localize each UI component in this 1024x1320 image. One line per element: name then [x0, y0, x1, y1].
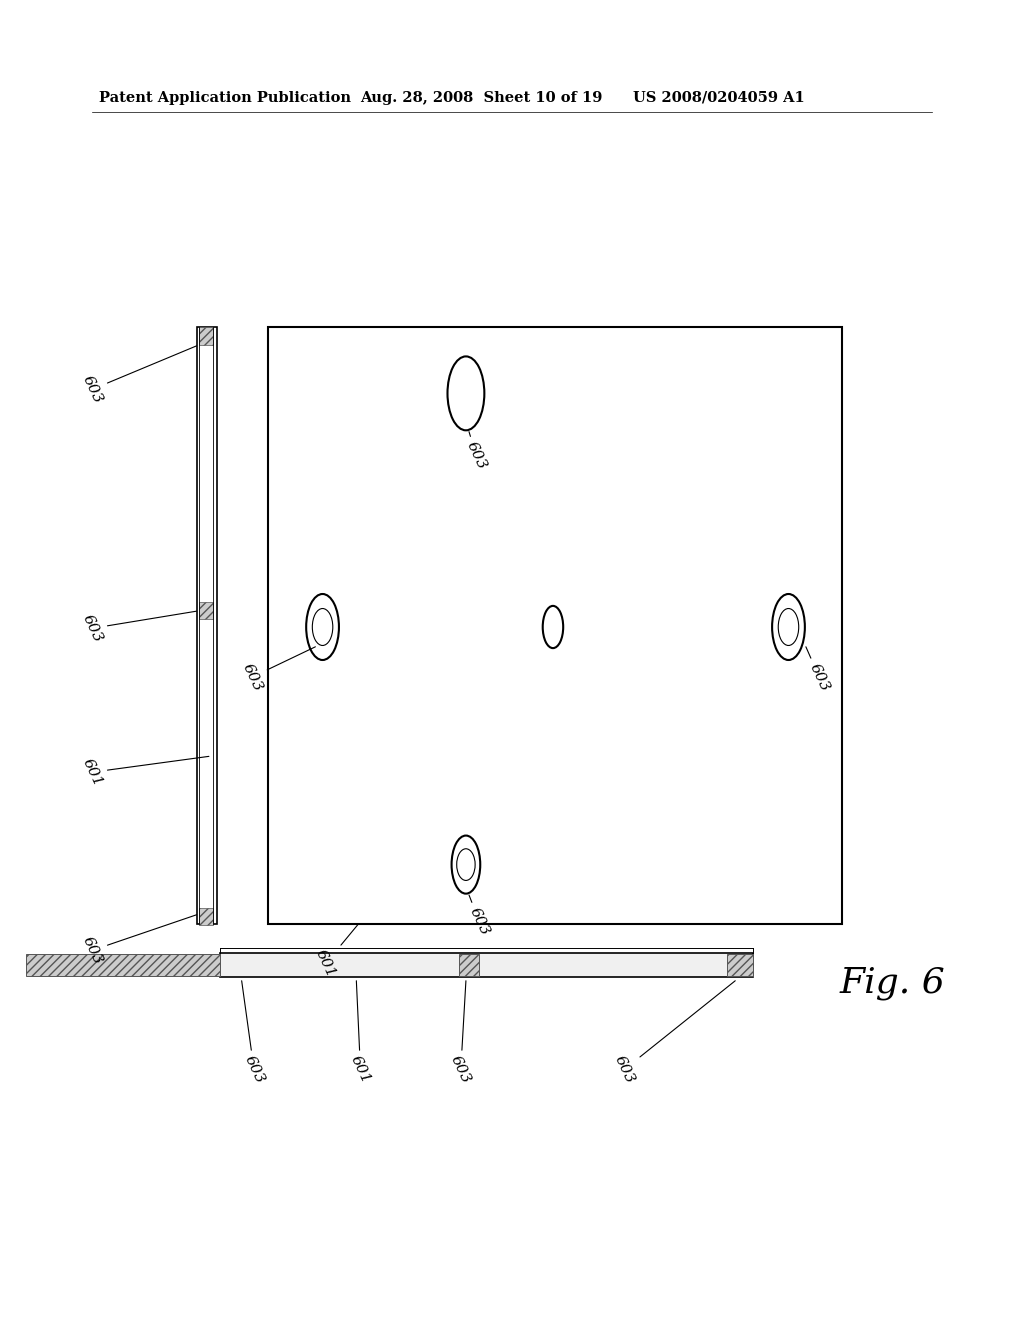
- Bar: [199, 327, 213, 345]
- Ellipse shape: [452, 836, 480, 894]
- Bar: [220, 953, 753, 977]
- Text: 603: 603: [80, 611, 197, 644]
- Text: 603: 603: [467, 895, 492, 937]
- Text: Aug. 28, 2008  Sheet 10 of 19: Aug. 28, 2008 Sheet 10 of 19: [360, 91, 603, 104]
- Text: 601: 601: [348, 981, 373, 1085]
- Bar: [268, 327, 842, 924]
- Ellipse shape: [778, 609, 799, 645]
- Text: Patent Application Publication: Patent Application Publication: [99, 91, 351, 104]
- Ellipse shape: [447, 356, 484, 430]
- Text: 601: 601: [80, 756, 209, 788]
- Ellipse shape: [457, 849, 475, 880]
- Ellipse shape: [306, 594, 339, 660]
- Ellipse shape: [312, 609, 333, 645]
- Bar: [459, 954, 479, 975]
- Bar: [197, 327, 217, 924]
- Text: US 2008/0204059 A1: US 2008/0204059 A1: [633, 91, 805, 104]
- Bar: [199, 602, 213, 619]
- Text: 603: 603: [612, 981, 735, 1085]
- Text: 603: 603: [464, 432, 488, 471]
- Ellipse shape: [543, 606, 563, 648]
- Bar: [199, 908, 213, 925]
- Text: 603: 603: [806, 647, 831, 693]
- Text: 603: 603: [80, 346, 197, 405]
- Text: 603: 603: [242, 981, 266, 1085]
- Bar: [26, 954, 220, 975]
- Bar: [727, 954, 753, 975]
- Text: 603: 603: [449, 981, 473, 1085]
- Text: 603: 603: [240, 647, 315, 693]
- Ellipse shape: [772, 594, 805, 660]
- Text: 601: 601: [313, 924, 358, 979]
- Text: 603: 603: [80, 915, 197, 966]
- Text: Fig. 6: Fig. 6: [840, 966, 945, 1001]
